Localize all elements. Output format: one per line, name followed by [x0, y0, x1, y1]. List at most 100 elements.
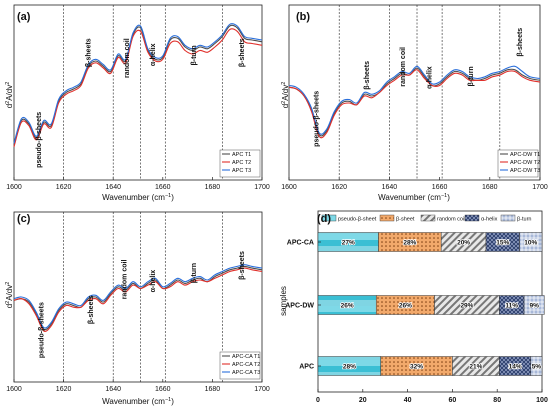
plot-frame: [13, 211, 263, 383]
legend-label: APC-DW T1: [510, 152, 540, 158]
y-axis-title-main: d: [281, 104, 290, 108]
legend-label: APC-CA T3: [232, 370, 260, 376]
region-label: pseudo-β-sheets: [36, 112, 43, 168]
region-label: pseudo-β-sheets: [314, 91, 321, 147]
x-tick-label: 100: [536, 397, 548, 404]
x-tick-label: 1600: [6, 184, 22, 191]
bar-data-label: 29%: [460, 303, 473, 310]
y-axis-title-main: d: [5, 304, 14, 308]
x-axis-title: Wavenumber (cm−1): [102, 397, 174, 406]
y-axis-title: samples: [279, 286, 288, 316]
x-tick-label: 1600: [6, 386, 22, 393]
x-tick-label: 1660: [432, 184, 448, 191]
x-axis-title-sup: −1: [441, 193, 447, 199]
region-label: β-sheets: [239, 38, 246, 67]
bar-data-label: 15%: [496, 240, 509, 247]
legend-swatch: [321, 214, 337, 222]
y-axis-title-sup1: 2: [5, 101, 11, 104]
bar-segment--turn: [523, 295, 545, 315]
category-label: APC: [299, 364, 314, 371]
plot-frame: [13, 4, 263, 181]
panel-label: (c): [17, 213, 31, 225]
region-label: random coil: [121, 260, 128, 300]
legend-label: APC T3: [232, 168, 251, 174]
legend-label: APC-DW T2: [510, 160, 540, 166]
series-line-apc-ca-t2: [13, 267, 263, 332]
bar-data-label: 26%: [341, 303, 354, 310]
x-axis-title-main: Wavenumber (cm: [378, 193, 441, 202]
legend-swatch: [500, 214, 516, 222]
region-label: β-sheets: [364, 61, 371, 90]
series-line-apc-t3: [13, 23, 263, 144]
series-line-apc-ca-t3: [13, 264, 263, 329]
panel-label: (a): [17, 11, 31, 23]
y-axis-title: d2A/dv2: [5, 82, 14, 109]
x-tick-label: 1600: [281, 184, 297, 191]
x-tick-label: 80: [493, 397, 501, 404]
x-tick-label: 20: [359, 397, 367, 404]
region-label: random coil: [124, 38, 131, 78]
x-tick-label: 1700: [254, 184, 270, 191]
series-line-apc-dw-t2: [288, 69, 541, 139]
bar-segment--turn: [530, 356, 543, 376]
series-line-apc-ca-t1: [13, 265, 263, 331]
x-tick-label: 1660: [155, 386, 171, 393]
x-tick-label: 60: [449, 397, 457, 404]
x-tick-label: 1660: [155, 184, 171, 191]
bar-data-label: 9%: [529, 303, 539, 310]
x-tick-label: 1620: [56, 386, 72, 393]
y-axis-title-sup2: 2: [5, 282, 11, 285]
legend-label: APC T2: [232, 160, 251, 166]
legend-label: α-helix: [481, 217, 498, 223]
x-tick-label: 1680: [205, 386, 221, 393]
legend-label: β-sheet: [396, 217, 415, 223]
legend-label: β-turn: [517, 217, 531, 223]
bar-data-label: 28%: [343, 364, 356, 371]
y-axis-title-main: d: [5, 104, 14, 108]
legend-label: APC-CA T1: [232, 354, 260, 360]
bar-data-label: 21%: [469, 364, 482, 371]
y-axis-title-mid: A/dv: [5, 85, 14, 101]
region-label: β-sheets: [88, 295, 95, 324]
panel-label: (b): [296, 11, 310, 23]
x-axis-title: Wavenumber (cm−1): [102, 193, 174, 202]
y-axis-title-mid: A/dv: [281, 85, 290, 101]
panel-a: 1600 1620 1640 1660 1680 1700 Wavenumber (cm−1…: [5, 4, 270, 202]
legend-label: APC-DW T3: [510, 168, 540, 174]
series-line-apc-dw-t3: [288, 65, 541, 135]
bar-data-label: 27%: [342, 240, 355, 247]
legend-swatch: [420, 214, 436, 222]
region-label: α-helix: [150, 270, 157, 293]
bar-data-label: 5%: [532, 364, 542, 371]
category-label: APC-CA: [287, 240, 314, 247]
y-axis-title: d2A/dv2: [281, 82, 290, 109]
bar-data-label: 11%: [505, 303, 518, 310]
x-axis-title-end: ): [447, 193, 450, 202]
series-line-apc-dw-t1: [288, 67, 541, 137]
x-tick-label: 0: [316, 397, 320, 404]
x-axis-title-main: Wavenumber (cm: [102, 397, 165, 406]
y-axis-title-sup2: 2: [281, 82, 287, 85]
x-axis-title-end: ): [171, 397, 174, 406]
panel-c: 1600 1620 1640 1660 1680 1700 Wavenumber (cm−1…: [5, 211, 270, 406]
region-label: β-sheets: [517, 28, 524, 57]
bar-data-label: 14%: [509, 364, 522, 371]
region-label: α-helix: [150, 43, 157, 66]
x-tick-label: 1640: [105, 184, 121, 191]
y-axis-title: d2A/dv2: [5, 282, 14, 309]
bar-data-label: 32%: [410, 364, 423, 371]
x-tick-label: 1680: [482, 184, 498, 191]
plot-frame: [288, 4, 541, 181]
legend-label: APC T1: [232, 152, 251, 158]
series-line-apc-t2: [13, 28, 263, 147]
region-label: random coil: [400, 47, 407, 87]
x-tick-label: 1700: [254, 386, 270, 393]
region-label: α-helix: [427, 66, 434, 89]
panel-d: 0 20 40 60 80 100 samples pseudo-β-sheet β-sheet…: [279, 210, 548, 404]
legend-swatch: [379, 214, 395, 222]
region-label: β-sheets: [239, 251, 246, 280]
legend-label: random coil: [437, 217, 465, 223]
x-axis-title-main: Wavenumber (cm: [102, 193, 165, 202]
region-label: pseudo-β-sheets: [38, 302, 45, 358]
